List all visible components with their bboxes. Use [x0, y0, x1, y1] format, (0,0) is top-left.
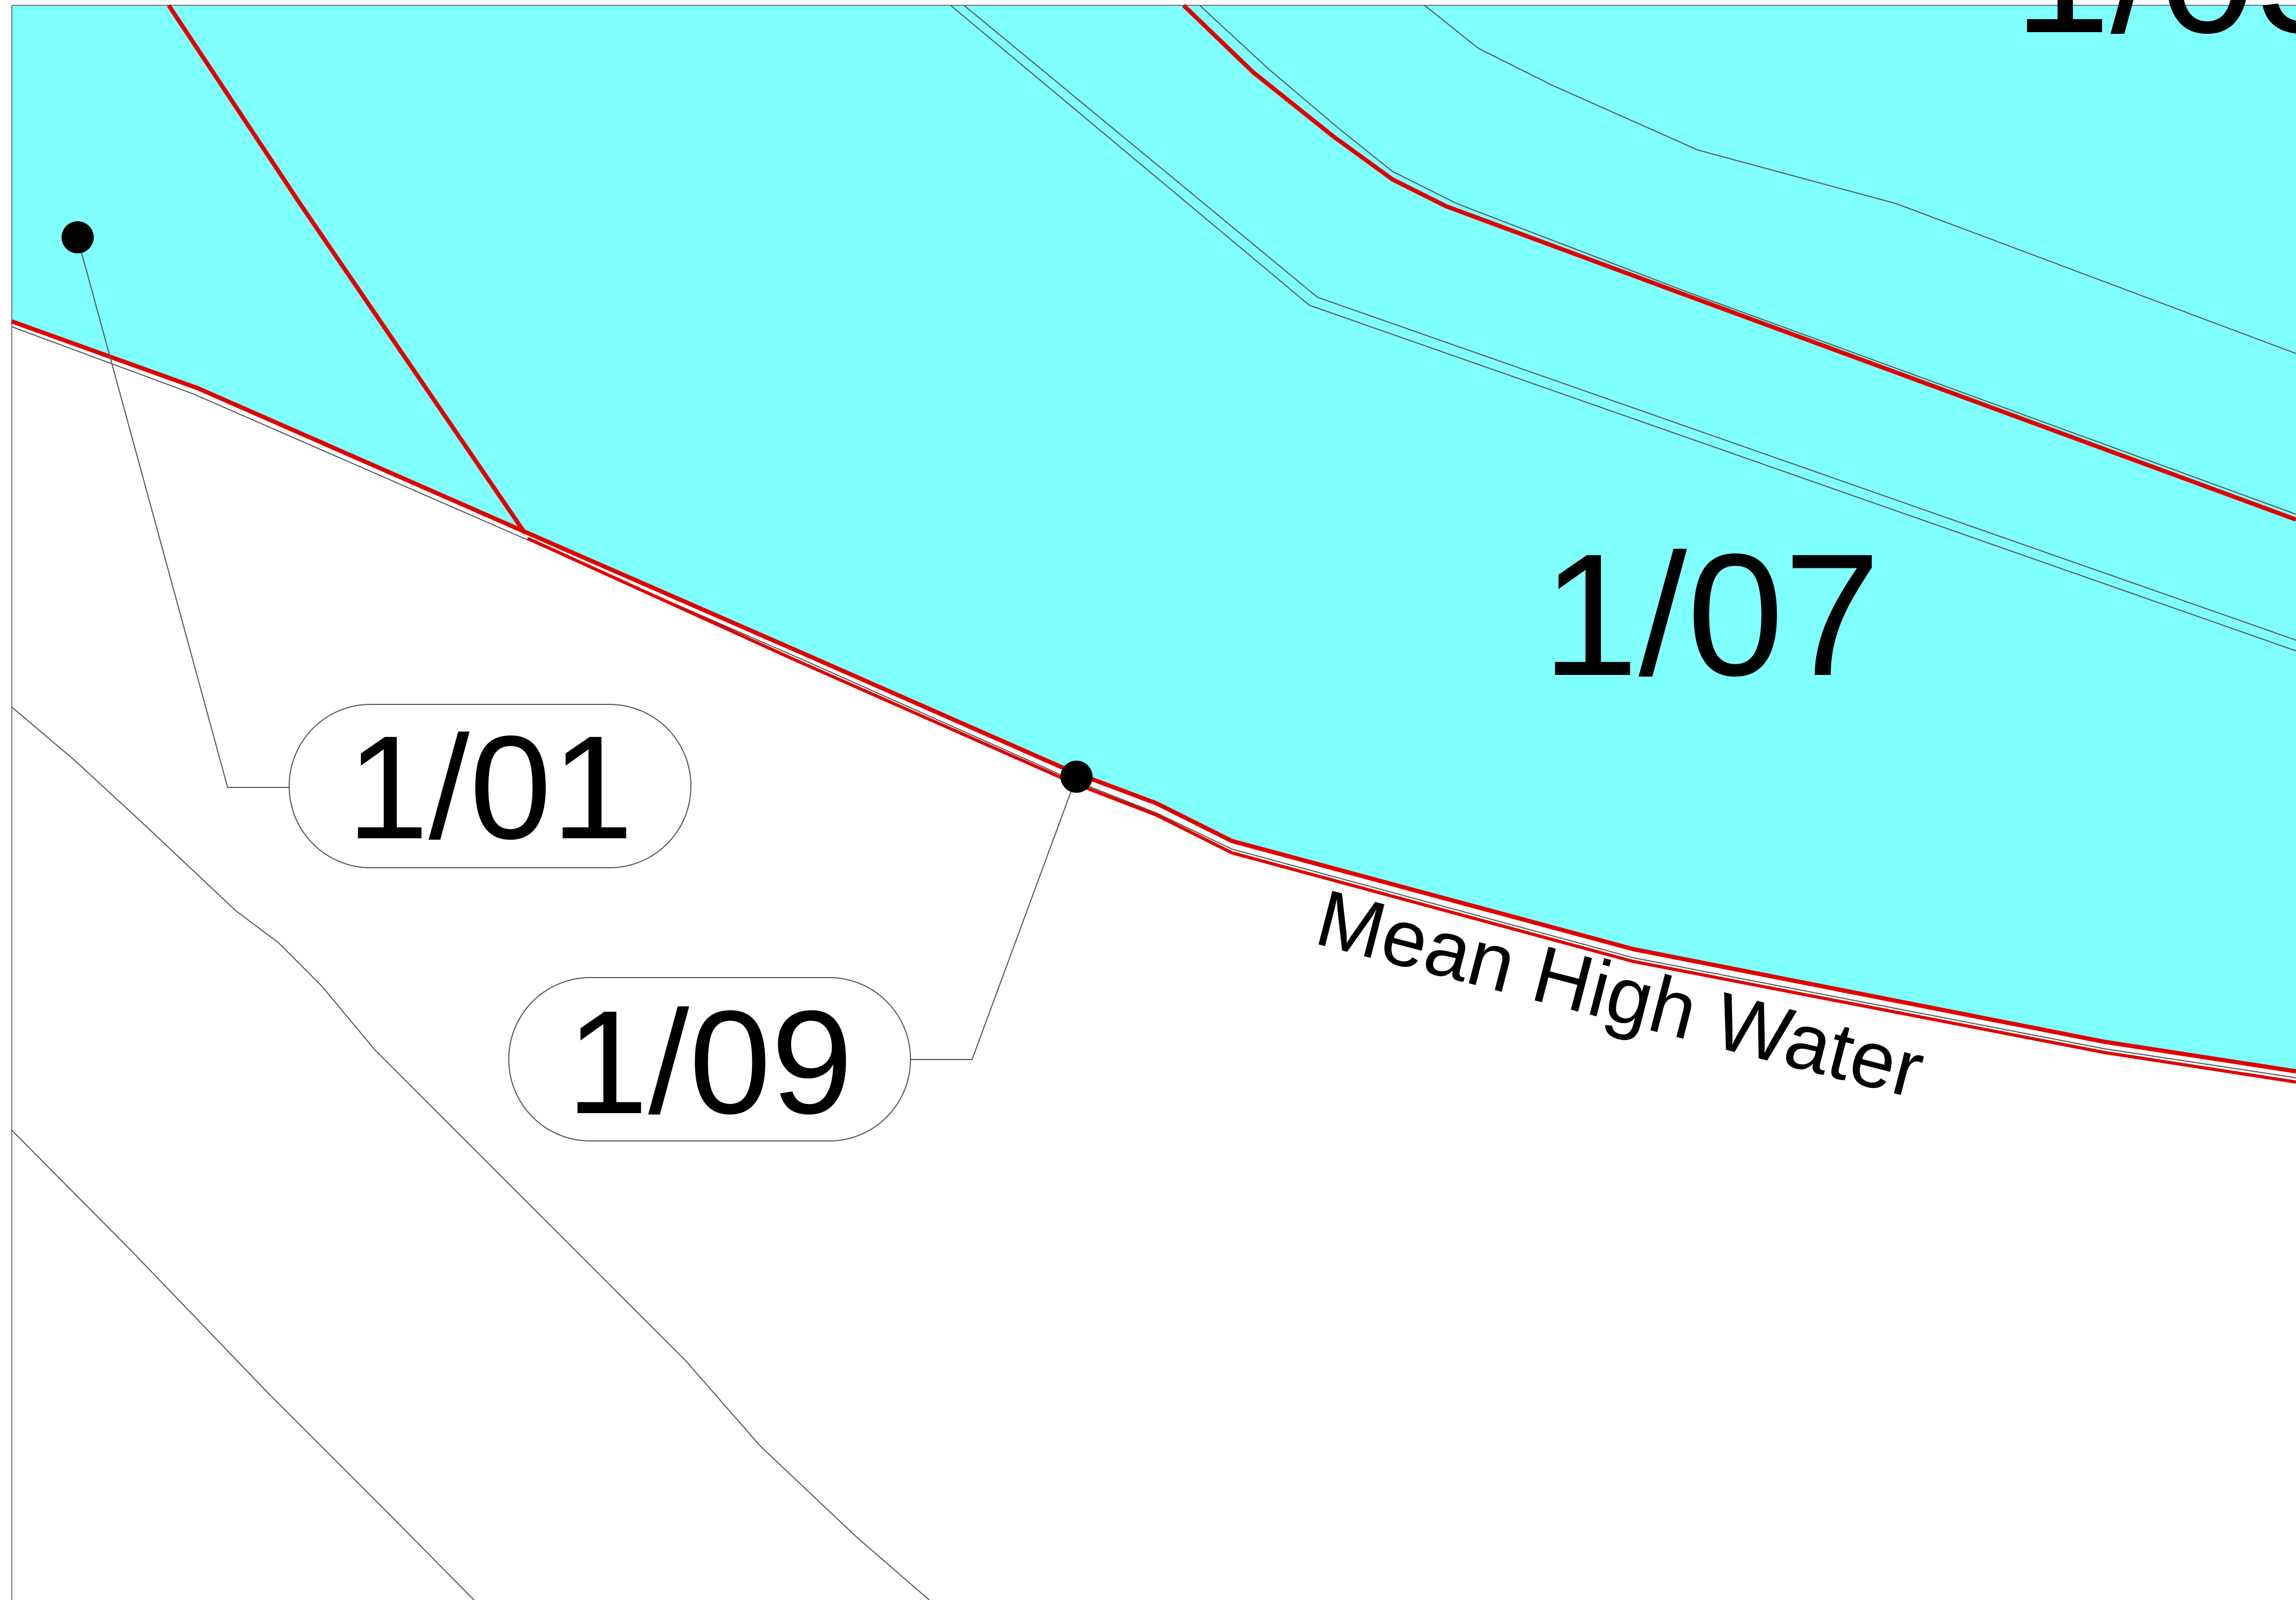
mean-high-water-line-inner [11, 326, 2296, 1078]
land-contour-2 [11, 1130, 475, 1600]
parcel-label-1-07: 1/07 [1542, 517, 1881, 712]
land-contour-1 [11, 707, 930, 1600]
boundary-diagonal [167, 4, 527, 535]
leader-1-09 [910, 776, 1077, 1060]
mean-high-water-line-outer [526, 537, 2296, 1084]
water-line-4 [1199, 5, 2296, 515]
survey-point-1-01[interactable] [62, 221, 94, 253]
boundary-upper-right [1182, 4, 2296, 522]
water-line-3 [1424, 5, 2296, 354]
parcel-label-1-05: 1/05 [2014, 0, 2296, 69]
water-line-2 [963, 5, 2296, 641]
callout-bubble-1-09[interactable] [508, 977, 911, 1141]
callout-bubble-1-01[interactable] [289, 704, 691, 868]
survey-point-1-09[interactable] [1060, 761, 1093, 793]
water-area [12, 5, 2296, 1071]
callout-label-1-09: 1/09 [566, 980, 853, 1145]
water-line-1 [950, 5, 2296, 651]
leader-1-01 [77, 238, 289, 788]
mean-high-water-line [11, 319, 2296, 1073]
callout-label-1-01: 1/01 [347, 705, 633, 870]
